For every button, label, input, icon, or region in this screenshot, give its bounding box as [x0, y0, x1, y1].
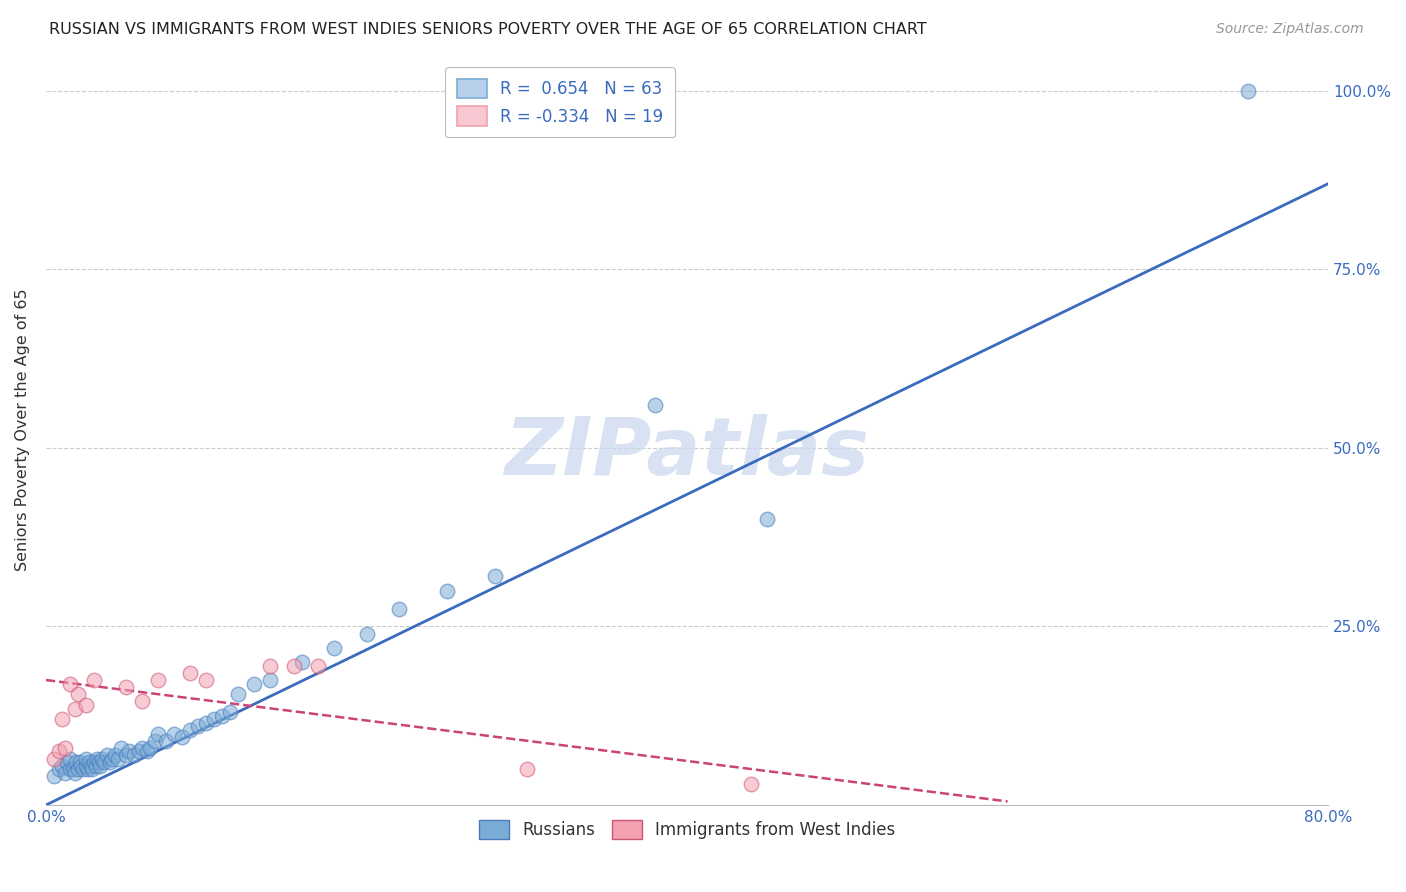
Point [211, 708, 233, 723]
Point [179, 665, 201, 680]
Text: RUSSIAN VS IMMIGRANTS FROM WEST INDIES SENIORS POVERTY OVER THE AGE OF 65 CORREL: RUSSIAN VS IMMIGRANTS FROM WEST INDIES S… [49, 22, 927, 37]
Point [146, 726, 169, 740]
Point [356, 626, 378, 640]
Point [155, 733, 177, 747]
Point [66, 687, 89, 701]
Y-axis label: Seniors Poverty Over the Age of 65: Seniors Poverty Over the Age of 65 [15, 289, 30, 572]
Point [42, 751, 65, 765]
Point [226, 687, 249, 701]
Point [195, 673, 218, 687]
Point [283, 658, 305, 673]
Point [172, 730, 194, 744]
Point [259, 673, 281, 687]
Point [436, 583, 458, 598]
Point [59, 676, 82, 690]
Point [136, 744, 159, 758]
Point [243, 676, 266, 690]
Point [202, 712, 225, 726]
Point [62, 762, 84, 776]
Point [179, 723, 201, 737]
Point [42, 769, 65, 783]
Point [131, 694, 153, 708]
Point [146, 673, 169, 687]
Point [128, 744, 150, 758]
Point [84, 758, 107, 772]
Point [93, 755, 115, 769]
Point [195, 715, 218, 730]
Point [219, 705, 242, 719]
Point [77, 755, 100, 769]
Point [76, 762, 98, 776]
Point [51, 758, 73, 772]
Point [83, 755, 105, 769]
Point [75, 751, 97, 765]
Point [53, 765, 76, 780]
Point [59, 762, 82, 776]
Point [98, 755, 121, 769]
Point [163, 726, 186, 740]
Point [56, 755, 79, 769]
Point [110, 740, 132, 755]
Point [115, 680, 138, 694]
Point [82, 762, 104, 776]
Point [72, 762, 94, 776]
Point [70, 758, 93, 772]
Point [51, 712, 73, 726]
Point [484, 569, 506, 583]
Point [516, 762, 538, 776]
Point [118, 744, 141, 758]
Point [387, 601, 409, 615]
Point [59, 751, 82, 765]
Point [644, 398, 666, 412]
Point [122, 747, 145, 762]
Point [740, 776, 762, 790]
Point [80, 758, 103, 772]
Point [187, 719, 209, 733]
Point [75, 758, 97, 772]
Point [139, 740, 162, 755]
Point [259, 658, 281, 673]
Point [66, 762, 89, 776]
Point [89, 758, 111, 772]
Point [107, 751, 129, 765]
Text: Source: ZipAtlas.com: Source: ZipAtlas.com [1216, 22, 1364, 37]
Point [104, 747, 127, 762]
Point [1237, 84, 1260, 98]
Point [131, 740, 153, 755]
Point [143, 733, 166, 747]
Point [53, 740, 76, 755]
Point [291, 655, 314, 669]
Point [86, 751, 108, 765]
Point [48, 762, 70, 776]
Point [83, 673, 105, 687]
Point [75, 698, 97, 712]
Point [91, 751, 114, 765]
Point [307, 658, 329, 673]
Point [323, 640, 346, 655]
Point [756, 512, 779, 526]
Point [65, 755, 87, 769]
Point [63, 701, 86, 715]
Point [48, 744, 70, 758]
Point [63, 765, 86, 780]
Point [96, 747, 118, 762]
Text: ZIPatlas: ZIPatlas [505, 414, 869, 491]
Point [87, 755, 110, 769]
Legend: Russians, Immigrants from West Indies: Russians, Immigrants from West Indies [472, 813, 903, 846]
Point [100, 751, 122, 765]
Point [115, 747, 138, 762]
Point [69, 755, 91, 769]
